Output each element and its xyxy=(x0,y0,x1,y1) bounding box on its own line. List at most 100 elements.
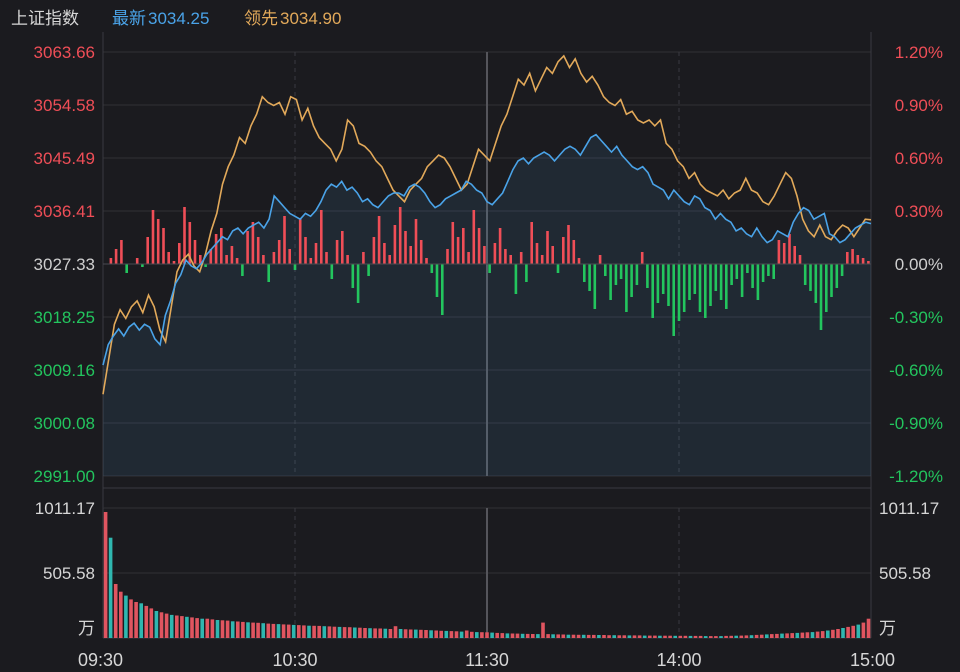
net-flow-bar xyxy=(614,264,618,285)
volume-bar xyxy=(536,634,540,638)
volume-bar xyxy=(139,603,143,638)
volume-bar xyxy=(739,635,744,638)
volume-bar xyxy=(266,623,271,638)
volume-bar xyxy=(485,632,489,638)
net-flow-bar xyxy=(572,240,576,264)
volume-bar xyxy=(185,616,189,638)
volume-bar xyxy=(749,635,754,638)
volume-bar xyxy=(576,634,581,638)
volume-bar xyxy=(464,630,469,638)
volume-bar xyxy=(337,626,342,638)
volume-bar xyxy=(851,625,855,638)
volume-bar xyxy=(688,635,693,638)
volume-bar xyxy=(637,635,642,638)
volume-bar xyxy=(200,618,204,638)
net-flow-bar xyxy=(867,261,870,264)
net-flow-bar xyxy=(651,264,654,318)
volume-bar xyxy=(581,634,586,638)
net-flow-bar xyxy=(672,264,675,336)
net-flow-bar xyxy=(267,264,270,282)
volume-bar xyxy=(225,620,230,638)
volume-bar xyxy=(342,627,347,638)
net-flow-bar xyxy=(856,255,860,264)
net-flow-bar xyxy=(825,264,828,312)
price-tick-label: 3054.58 xyxy=(34,96,95,115)
net-flow-bar xyxy=(698,264,702,312)
net-flow-bar xyxy=(530,222,533,264)
net-flow-bar xyxy=(751,264,754,288)
net-flow-bar xyxy=(435,264,439,297)
volume-bar xyxy=(668,635,672,638)
net-flow-bar xyxy=(209,249,213,264)
net-flow-bar xyxy=(535,243,539,264)
volume-bar xyxy=(134,602,138,638)
volume-bar xyxy=(765,634,769,638)
volume-bar xyxy=(709,636,713,638)
volume-bar xyxy=(617,635,622,638)
net-flow-bar xyxy=(477,228,481,264)
volume-bar xyxy=(429,630,433,638)
volume-bar xyxy=(368,628,372,638)
net-flow-bar xyxy=(782,243,786,264)
volume-bar xyxy=(363,628,367,638)
net-flow-bar xyxy=(493,243,497,264)
percent-tick-label: -0.60% xyxy=(889,361,943,380)
net-flow-bar xyxy=(362,252,365,264)
volume-bar xyxy=(510,633,515,638)
volume-bar xyxy=(271,623,276,638)
leading-series-line xyxy=(102,54,872,395)
latest-series-line xyxy=(102,133,872,366)
net-flow-bar xyxy=(756,264,760,300)
net-flow-bar xyxy=(283,216,286,264)
volume-bar xyxy=(124,595,128,638)
volume-bar xyxy=(759,634,764,638)
volume-bar xyxy=(714,636,718,638)
net-flow-bar xyxy=(178,243,181,264)
volume-bar xyxy=(317,625,321,638)
volume-bar xyxy=(444,630,449,638)
net-flow-bar xyxy=(199,255,202,264)
net-flow-bar xyxy=(162,228,165,264)
net-flow-bar xyxy=(551,246,554,264)
percent-right-axis: 1.20% 0.90% 0.60% 0.30% 0.00% -0.30% -0.60% -0.… xyxy=(889,43,943,486)
net-flow-bar xyxy=(383,243,386,264)
volume-bar xyxy=(515,633,520,638)
volume-bar xyxy=(236,621,240,638)
volume-bar xyxy=(230,621,235,638)
net-flow-bar xyxy=(767,264,770,276)
net-flow-bar xyxy=(788,234,791,264)
net-flow-bar xyxy=(830,264,833,297)
volume-bar xyxy=(408,629,413,638)
volume-bar xyxy=(861,622,866,638)
volume-bar xyxy=(820,631,825,638)
volume-bar xyxy=(347,627,352,638)
latest-label: 最新 xyxy=(112,9,146,28)
net-flow-bar xyxy=(141,264,144,267)
net-flow-bar xyxy=(341,231,344,264)
volume-bar xyxy=(307,625,311,638)
time-tick-label: 10:30 xyxy=(272,650,317,670)
volume-bar xyxy=(724,635,728,638)
net-flow-bar xyxy=(146,237,149,264)
volume-bar xyxy=(673,635,677,638)
volume-bar xyxy=(525,633,530,638)
volume-bar xyxy=(780,633,784,638)
volume-bar xyxy=(607,635,611,638)
volume-bar xyxy=(775,633,779,638)
net-flow-bar xyxy=(509,255,512,264)
volume-bar xyxy=(103,512,108,638)
percent-tick-label: -0.90% xyxy=(889,414,943,433)
net-flow-bar xyxy=(814,264,818,303)
net-flow-bar xyxy=(272,252,276,264)
net-flow-bar xyxy=(761,264,765,282)
volume-bar xyxy=(210,619,215,638)
net-flow-bar xyxy=(498,228,502,264)
volume-bar xyxy=(683,635,688,638)
net-flow-bar xyxy=(241,264,244,276)
net-flow-bar xyxy=(325,252,328,264)
volume-bar xyxy=(520,633,525,638)
volume-bar xyxy=(251,622,255,638)
price-left-axis: 3063.66 3054.58 3045.49 3036.41 3027.33 3018.… xyxy=(34,43,95,486)
net-flow-bar xyxy=(398,207,402,264)
net-flow-bar xyxy=(525,264,528,282)
